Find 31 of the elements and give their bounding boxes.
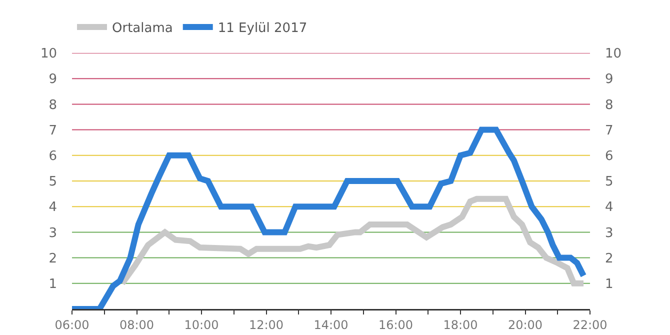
y-tick-label: 7 [48,123,57,138]
x-tick-label: 14:00 [314,318,348,332]
x-tick-label: 10:00 [184,318,219,332]
x-tick-label: 16:00 [378,318,414,332]
y2-tick-label: 7 [605,123,614,138]
y-tick-label: 3 [48,226,57,241]
y-tick-label: 5 [48,174,57,190]
y-tick-label: 1 [48,276,57,292]
y2-tick-label: 10 [605,46,622,62]
y2-tick-label: 9 [605,72,614,88]
y2-tick-label: 2 [605,251,614,266]
y2-tick-label: 6 [605,148,614,164]
y-tick-label: 4 [48,200,57,216]
y2-tick-label: 8 [605,98,614,113]
legend-label: 11 Eylül 2017 [218,21,308,36]
y2-tick-label: 3 [605,226,614,241]
y2-tick-label: 5 [605,174,614,190]
x-tick-label: 12:00 [248,318,284,332]
x-tick-label: 18:00 [443,318,478,332]
y-tick-label: 6 [48,148,57,164]
y-tick-label: 8 [48,98,57,113]
y-tick-label: 2 [48,251,57,266]
x-tick-label: 08:00 [119,318,154,332]
y-tick-label: 10 [40,46,57,62]
y-tick-label: 9 [48,72,57,88]
y2-tick-label: 1 [605,276,614,292]
y2-tick-label: 4 [605,200,614,216]
x-tick-label: 22:00 [572,318,608,332]
x-tick-label: 06:00 [54,318,90,332]
x-tick-label: 20:00 [508,318,543,332]
legend-label: Ortalama [112,21,173,36]
